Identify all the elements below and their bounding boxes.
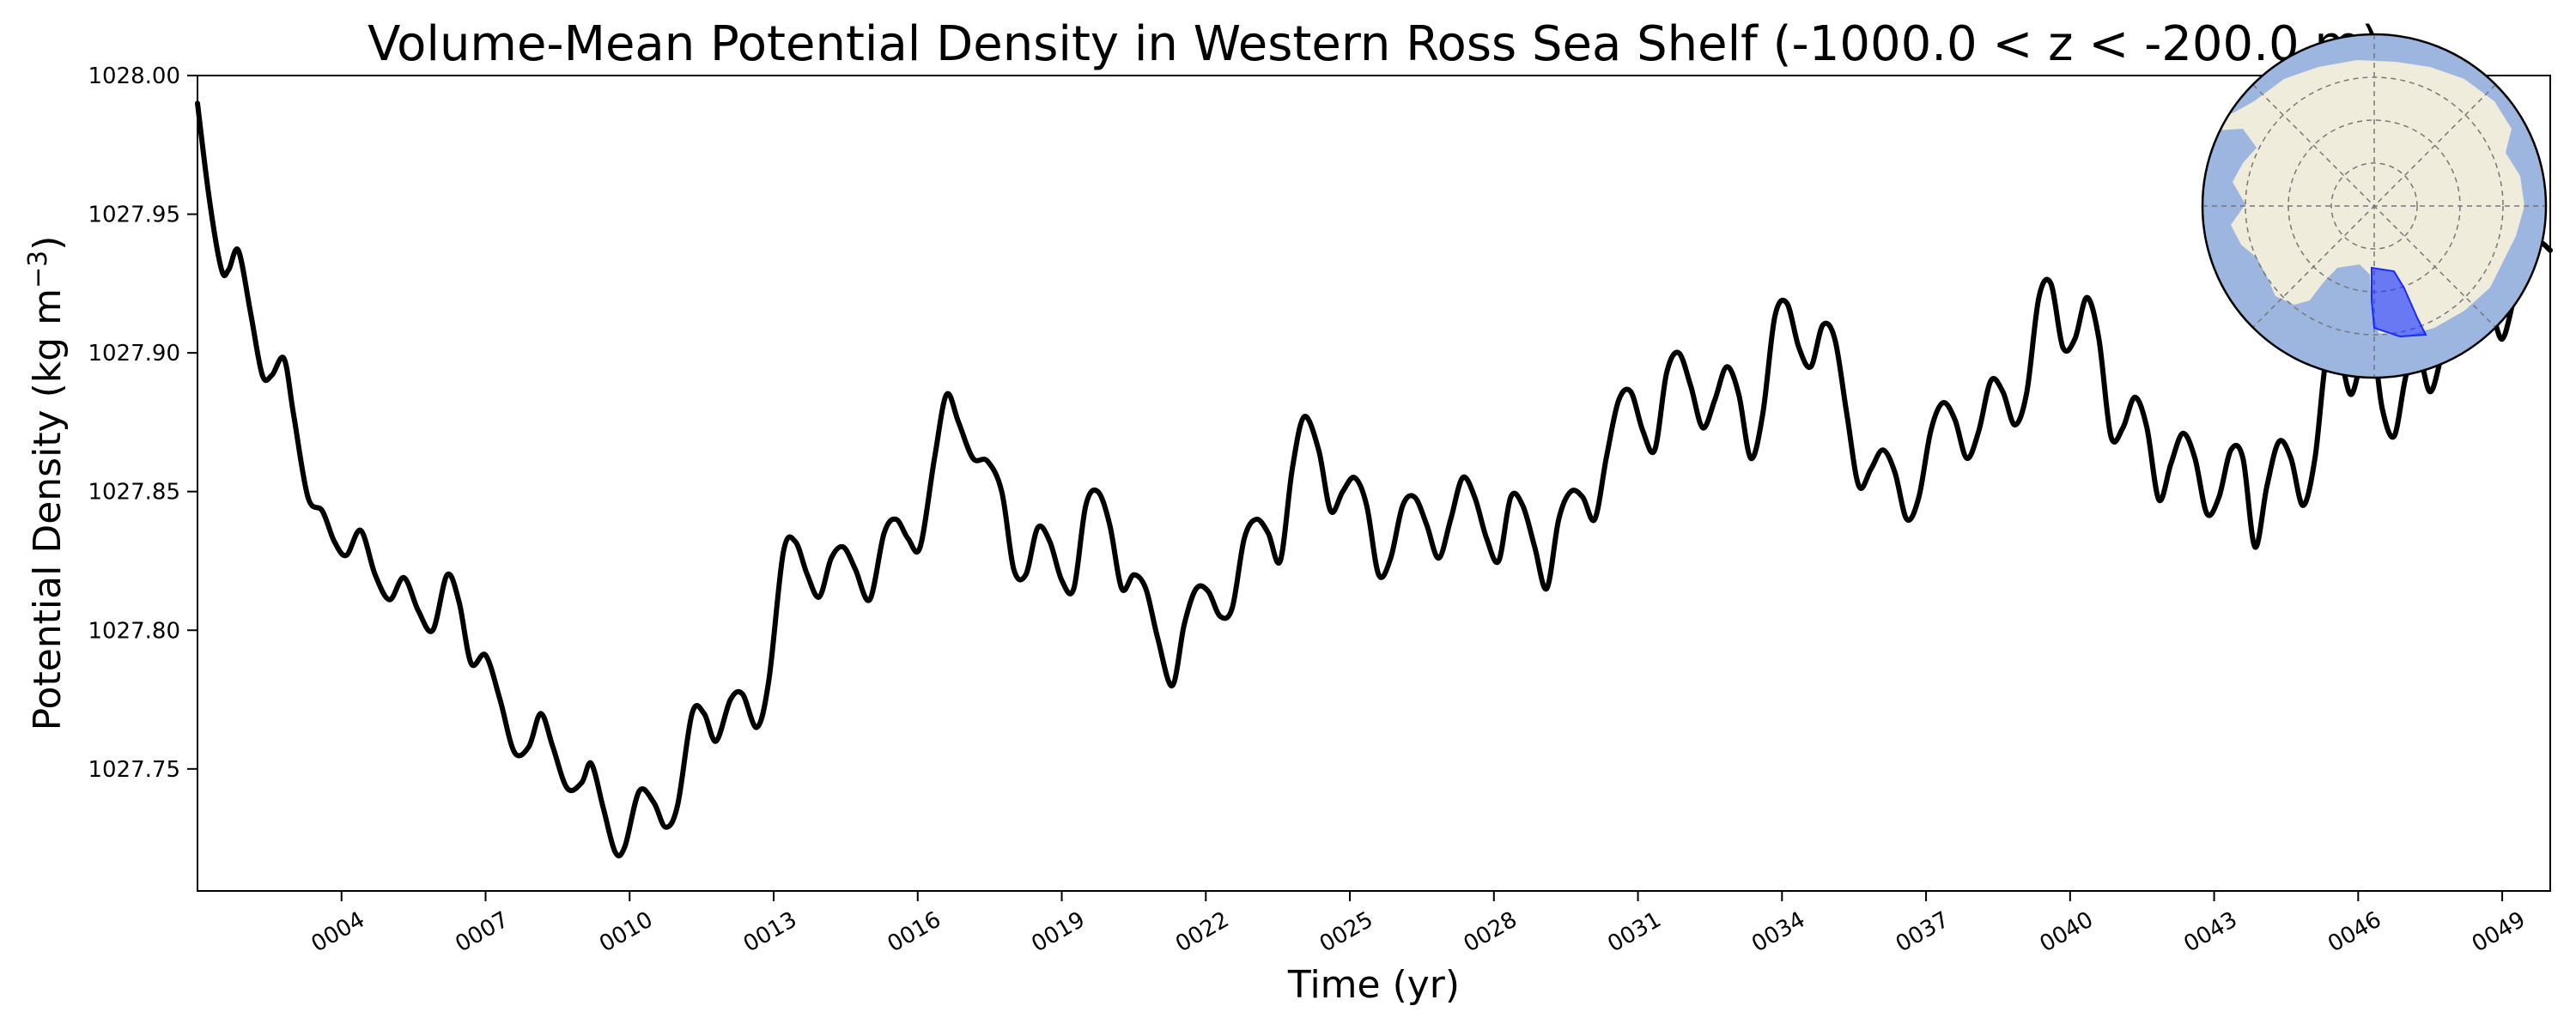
map-graticule	[2202, 34, 2546, 378]
y-tick-label: 1028.00	[88, 64, 180, 89]
x-tick-label: 0025	[1315, 907, 1377, 958]
y-axis-label: Potential Density (kg m−3)	[23, 236, 70, 731]
inset-polar-map	[2201, 33, 2548, 379]
x-tick-label: 0010	[595, 907, 657, 958]
chart-title: Volume-Mean Potential Density in Western…	[368, 16, 2380, 72]
plot-area-frame	[197, 75, 2551, 892]
y-axis-label-main: Potential Density (kg m	[26, 288, 70, 730]
antarctica-landmass	[2202, 60, 2524, 336]
x-tick-label: 0043	[2179, 907, 2241, 958]
x-tick-label: 0037	[1892, 907, 1953, 958]
y-tick-label: 1027.85	[88, 480, 180, 506]
y-tick-label: 1027.90	[88, 341, 180, 367]
x-tick-label: 0007	[451, 907, 513, 958]
x-tick-label: 0013	[739, 907, 801, 958]
x-tick-label: 0034	[1747, 907, 1809, 958]
x-tick-label: 0016	[884, 907, 945, 958]
x-axis-ticks: 0004 0007 0010 0013 0016 0019 0022 0025 0028 0031…	[307, 891, 2530, 958]
x-tick-label: 0004	[307, 907, 369, 958]
x-tick-label: 0049	[2468, 907, 2530, 958]
ice-shelf-island	[2329, 144, 2348, 163]
y-tick-label: 1027.95	[88, 203, 180, 228]
x-tick-label: 0046	[2324, 907, 2385, 958]
x-tick-label: 0028	[1460, 907, 1522, 958]
x-tick-label: 0019	[1027, 907, 1089, 958]
y-tick-label: 1027.75	[88, 757, 180, 783]
y-axis-label-superscript: −3	[23, 251, 53, 288]
western-ross-sea-region	[2371, 266, 2427, 338]
x-axis-label: Time (yr)	[1287, 963, 1460, 1007]
x-tick-label: 0040	[2036, 907, 2098, 958]
map-border	[2201, 33, 2548, 379]
series-line	[195, 100, 2553, 859]
y-axis-label-close: )	[26, 236, 70, 251]
y-tick-label: 1027.80	[88, 618, 180, 644]
x-tick-label: 0022	[1171, 907, 1233, 958]
x-tick-label: 0031	[1603, 907, 1665, 958]
y-axis-ticks: 1027.75 1027.80 1027.85 1027.90 1027.95 1028.…	[88, 64, 197, 783]
